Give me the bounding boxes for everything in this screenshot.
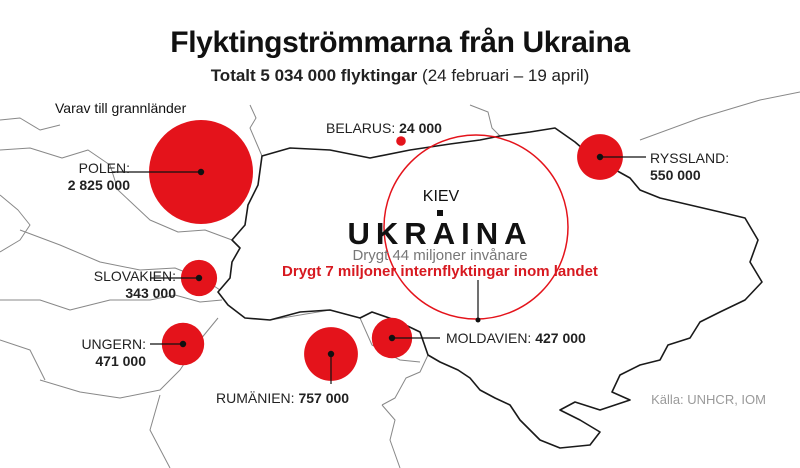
label-moldavien-name: MOLDAVIEN: xyxy=(446,330,532,346)
border-romania-east xyxy=(269,309,421,363)
label-rumanien: RUMÄNIEN: 757 000 xyxy=(216,390,349,407)
label-belarus: BELARUS: 24 000 xyxy=(326,120,442,137)
label-ryssland-name: RYSSLAND: xyxy=(650,150,730,166)
label-ryssland: RYSSLAND: 550 000 xyxy=(650,150,729,184)
border-austria xyxy=(0,339,46,381)
label-ungern-name: UNGERN: xyxy=(81,336,146,352)
label-ungern: UNGERN: 471 000 xyxy=(30,336,146,370)
kiev-marker xyxy=(437,210,443,216)
subtitle-period: (24 februari – 19 april) xyxy=(422,66,590,85)
ukraine-leader-dot xyxy=(475,317,481,323)
center-dot-polen xyxy=(197,168,205,176)
label-polen-name: POLEN: xyxy=(78,160,130,176)
center-dot-slovakien xyxy=(195,274,203,282)
center-dot-ryssland xyxy=(596,153,604,161)
center-dot-ungern xyxy=(179,340,187,348)
label-ungern-value: 471 000 xyxy=(95,353,146,369)
border-poland-belarus xyxy=(249,104,263,157)
ukraine-idp: Drygt 7 miljoner internflyktingar inom l… xyxy=(282,263,598,280)
label-slovakien-name: SLOVAKIEN: xyxy=(93,268,176,284)
bubble-leaders xyxy=(112,153,646,384)
border-romania-coast xyxy=(381,404,401,468)
label-rumanien-value: 757 000 xyxy=(298,390,350,406)
border-russia-north xyxy=(639,91,800,141)
label-polen-value: 2 825 000 xyxy=(67,177,130,193)
label-belarus-name: BELARUS: xyxy=(326,120,396,136)
label-polen: POLEN: 2 825 000 xyxy=(30,160,130,194)
border-hungary xyxy=(0,294,223,311)
capital-label: KIEV xyxy=(422,188,460,205)
border-poland-west xyxy=(0,147,233,241)
subtitle: Totalt 5 034 000 flyktingar (24 februari… xyxy=(0,66,800,86)
border-romania xyxy=(149,394,171,468)
bubble-belarus xyxy=(396,136,406,146)
label-ryssland-value: 550 000 xyxy=(650,167,701,183)
ukraine-population: Drygt 44 miljoner invånare xyxy=(352,247,528,264)
center-dot-moldavien xyxy=(388,334,396,342)
border-west-misc xyxy=(0,117,61,131)
label-rumanien-name: RUMÄNIEN: xyxy=(216,390,295,406)
label-slovakien: SLOVAKIEN: 343 000 xyxy=(30,268,176,302)
border-belarus-russia xyxy=(469,104,501,137)
label-slovakien-value: 343 000 xyxy=(125,285,176,301)
label-moldavien: MOLDAVIEN: 427 000 xyxy=(446,330,586,347)
neighbours-heading: Varav till grannländer xyxy=(55,100,187,116)
center-dot-rumanien xyxy=(327,350,335,358)
page-title: Flyktingströmmarna från Ukraina xyxy=(170,26,630,59)
subtitle-total: Totalt 5 034 000 flyktingar xyxy=(210,66,418,85)
label-moldavien-value: 427 000 xyxy=(535,330,586,346)
border-czech xyxy=(0,194,31,253)
ukraine-name: UKRAINA xyxy=(347,216,533,251)
source-credit: Källa: UNHCR, IOM xyxy=(651,392,766,407)
label-belarus-value: 24 000 xyxy=(399,120,442,136)
